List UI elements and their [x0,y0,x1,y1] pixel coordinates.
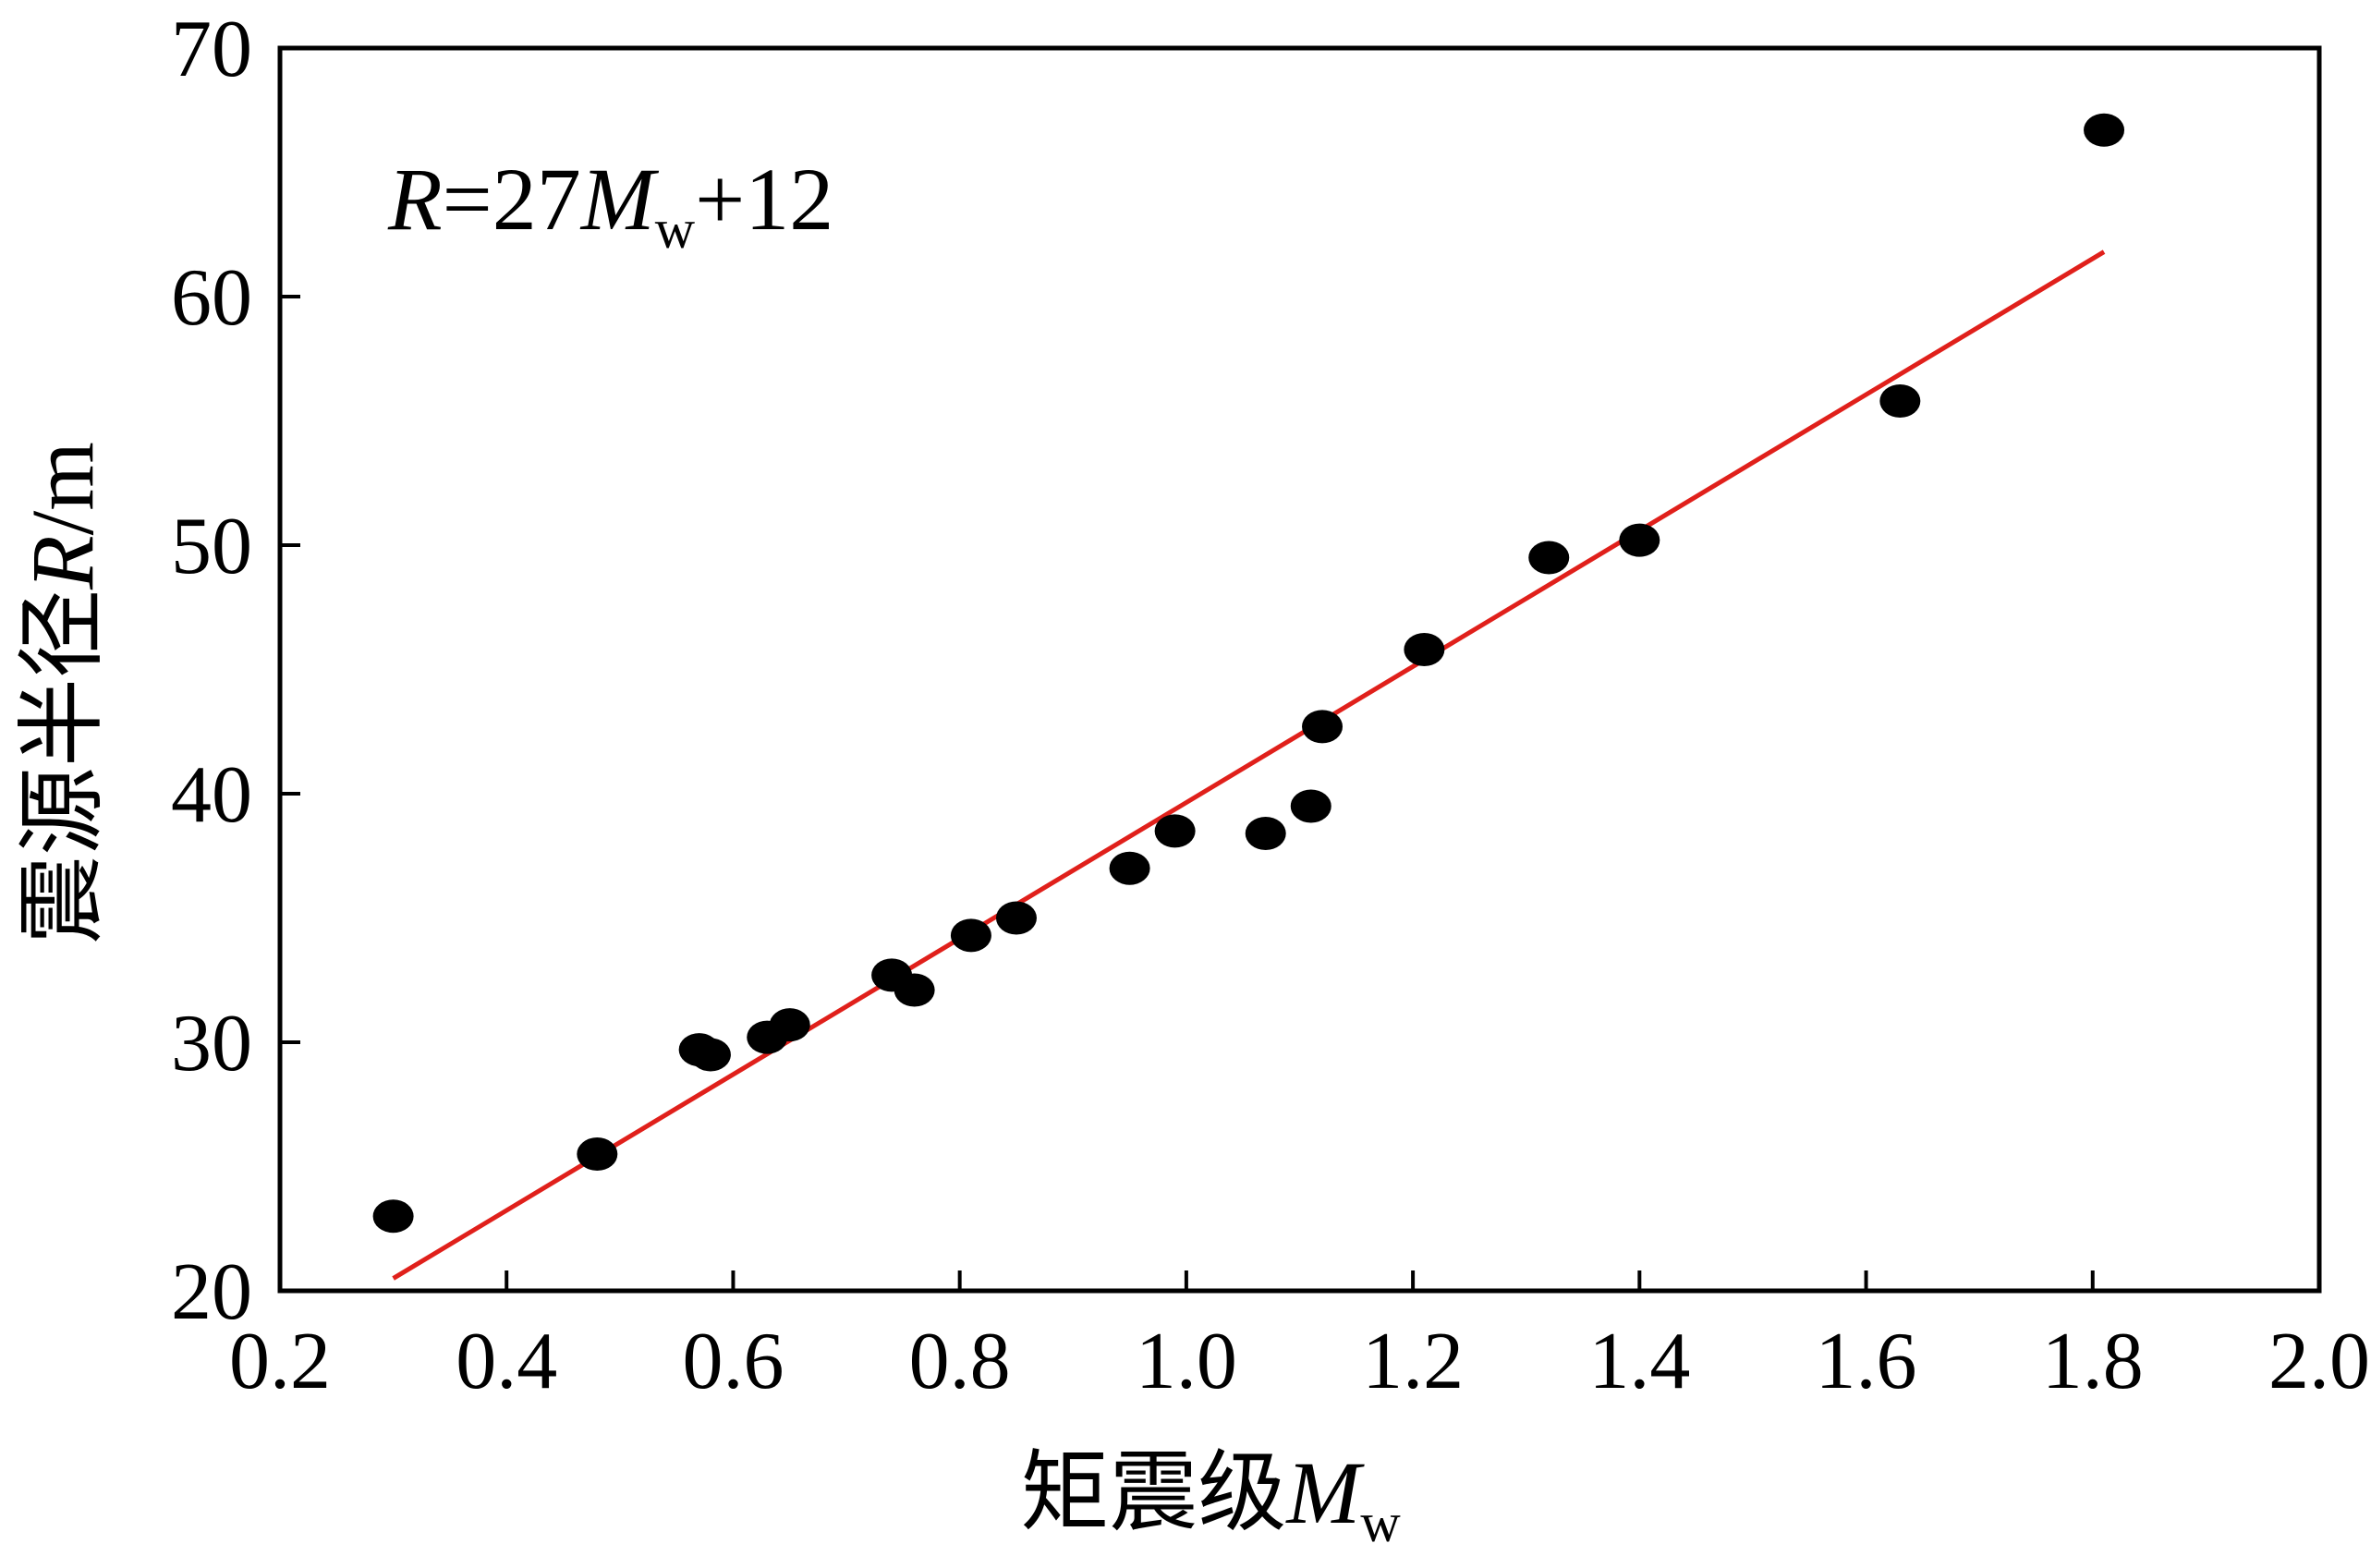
fit-line-group [392,249,2106,1281]
x-tick-label: 0.4 [456,1317,557,1406]
data-point [1245,817,1286,851]
x-axis-title-text: 矩震级 [1020,1443,1286,1542]
regression-equation: R=27Mw+12 [387,150,833,260]
data-points [372,113,2125,1234]
y-tick-label: 40 [171,750,252,840]
data-point [995,901,1037,935]
x-axis-title: 矩震级Mw [1020,1443,1401,1553]
data-point [577,1137,618,1172]
y-tick-label: 70 [171,5,252,94]
data-point [689,1038,731,1072]
y-axis-title-text: 震源半径 [13,590,112,944]
data-point [1404,632,1445,666]
data-point [1879,383,1921,418]
data-point [1619,523,1660,557]
y-axis-ticks: 20 30 40 50 60 70 [171,5,300,1337]
x-tick-label: 0.8 [909,1317,1011,1406]
equation-sub: w [655,199,696,260]
x-tick-label: 1.4 [1588,1317,1690,1406]
x-tick-label: 2.0 [2268,1317,2370,1406]
y-axis-title-var: R [13,535,112,590]
x-axis-title-sub: w [1360,1492,1401,1553]
data-point [1302,710,1344,744]
data-point [769,1008,810,1042]
x-axis-title-var: M [1284,1443,1365,1542]
plot-area [277,45,2322,1294]
fit-line [392,249,2106,1281]
equation-var: M [579,150,660,249]
data-point [894,973,935,1007]
x-tick-label: 1.2 [1362,1317,1464,1406]
x-tick-label: 1.6 [1816,1317,1917,1406]
y-tick-label: 50 [171,502,252,591]
y-axis-title-unit: /m [13,442,112,535]
data-point [1528,541,1570,575]
equation-rest: +12 [695,150,833,249]
y-axis-title: 震源半径R/m [13,442,112,944]
equation-rel: =27 [443,150,581,249]
y-tick-label: 60 [171,253,252,343]
x-axis-ticks: 0.2 0.4 0.6 0.8 1.0 1.2 1.4 1.6 1.8 2.0 [229,1270,2370,1406]
x-tick-label: 0.2 [229,1317,331,1406]
data-point [1109,851,1150,885]
data-point [2084,113,2125,147]
x-tick-label: 0.6 [682,1317,784,1406]
data-point [950,918,991,953]
x-tick-label: 1.0 [1136,1317,1237,1406]
plot-frame [277,45,2322,1294]
y-tick-label: 30 [171,999,252,1088]
data-point [372,1199,414,1234]
x-tick-label: 1.8 [2042,1317,2144,1406]
equation-lhs: R [387,150,443,249]
data-point [1154,814,1196,848]
data-point [1290,789,1331,823]
y-tick-label: 20 [171,1247,252,1337]
